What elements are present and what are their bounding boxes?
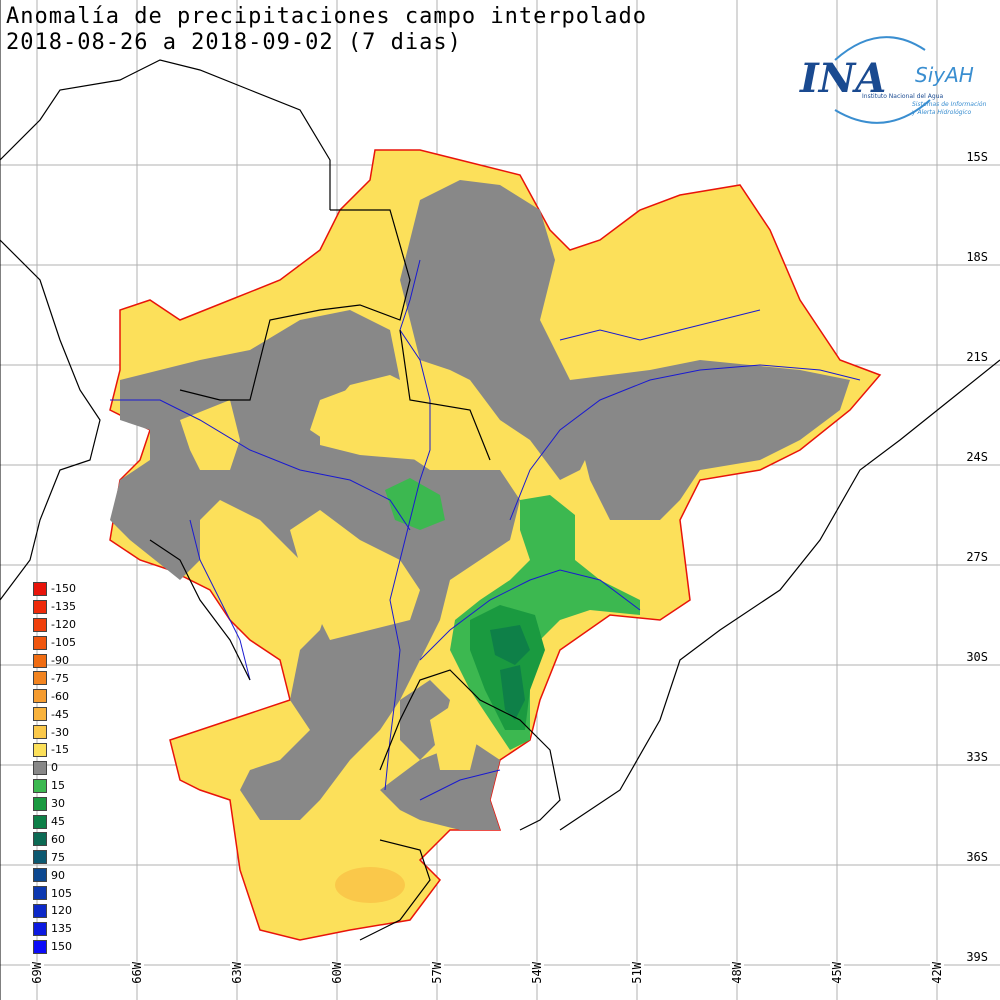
- legend-label: 105: [51, 886, 72, 900]
- longitude-label: 42W: [930, 962, 944, 984]
- legend-entry: 75: [33, 848, 76, 866]
- legend-label: 90: [51, 868, 65, 882]
- legend-swatch: [33, 725, 47, 740]
- longitude-label: 51W: [630, 962, 644, 984]
- legend-swatch: [33, 886, 47, 901]
- legend-entry: -75: [33, 669, 76, 687]
- rivers: [110, 259, 861, 801]
- legend-label: 30: [51, 797, 65, 811]
- legend-label: 150: [51, 940, 72, 954]
- legend-entry: 90: [33, 866, 76, 884]
- legend-label: -150: [51, 582, 76, 596]
- legend-swatch: [33, 742, 47, 757]
- latitude-label: 33S: [964, 750, 990, 764]
- longitude-label: 69W: [30, 962, 44, 984]
- legend-swatch: [33, 707, 47, 722]
- legend-label: -135: [51, 600, 76, 614]
- legend-entry: -150: [33, 580, 76, 598]
- latitude-label: 39S: [964, 950, 990, 964]
- legend-swatch: [33, 653, 47, 668]
- legend-swatch: [33, 850, 47, 865]
- color-legend: -150 -135 -120 -105 -90 -75 -60 -45 -30 -15 0 15 30 4…: [33, 580, 76, 956]
- longitude-label: 57W: [430, 962, 444, 984]
- legend-label: -15: [51, 743, 69, 757]
- latitude-label: 15S: [964, 150, 990, 164]
- legend-entry: -90: [33, 652, 76, 670]
- longitude-label: 66W: [130, 962, 144, 984]
- longitude-label: 54W: [530, 962, 544, 984]
- legend-label: -90: [51, 654, 69, 667]
- country-borders: [0, 59, 1000, 941]
- longitude-label: 48W: [730, 962, 744, 984]
- legend-entry: 135: [33, 920, 76, 938]
- legend-swatch: [33, 814, 47, 829]
- legend-swatch: [33, 760, 47, 775]
- legend-label: -60: [51, 689, 69, 703]
- longitude-label: 60W: [330, 962, 344, 984]
- legend-label: -45: [51, 707, 69, 721]
- legend-entry: 30: [33, 795, 76, 813]
- legend-swatch: [33, 921, 47, 936]
- legend-label: 75: [51, 850, 65, 864]
- latitude-label: 36S: [964, 850, 990, 864]
- legend-entry: 15: [33, 777, 76, 795]
- institute-text: Instituto Nacional del Agua: [862, 93, 943, 100]
- legend-label: 120: [51, 904, 72, 918]
- legend-entry: 60: [33, 830, 76, 848]
- longitude-label: 63W: [230, 962, 244, 984]
- legend-label: -105: [51, 636, 76, 650]
- legend-entry: -120: [33, 616, 76, 634]
- legend-label: 15: [51, 779, 65, 793]
- system-text-1: Sistemas de Información: [912, 101, 987, 108]
- latitude-label: 18S: [964, 250, 990, 264]
- legend-swatch: [33, 796, 47, 811]
- legend-label: 45: [51, 815, 65, 829]
- longitude-label: 45W: [830, 962, 844, 984]
- system-text-2: y Alerta Hidrológico: [911, 109, 972, 116]
- ina-logo-text: INA: [799, 55, 886, 102]
- legend-swatch: [33, 832, 47, 847]
- latitude-label: 30S: [964, 650, 990, 664]
- latitude-label: 27S: [964, 550, 990, 564]
- map-title: Anomalía de precipitaciones campo interp…: [6, 4, 648, 29]
- legend-entry: -105: [33, 634, 76, 652]
- legend-swatch: [33, 868, 47, 883]
- legend-swatch: [33, 599, 47, 614]
- legend-swatch: [33, 903, 47, 918]
- legend-label: 135: [51, 922, 72, 936]
- legend-swatch: [33, 581, 47, 596]
- legend-entry: -60: [33, 687, 76, 705]
- legend-entry: -135: [33, 598, 76, 616]
- legend-label: -75: [51, 671, 69, 685]
- anomaly-positive-areas: [385, 478, 640, 750]
- latitude-label: 24S: [964, 450, 990, 464]
- legend-entry: 0: [33, 759, 76, 777]
- legend-label: 0: [51, 761, 58, 775]
- legend-swatch: [33, 635, 47, 650]
- legend-entry: 120: [33, 902, 76, 920]
- legend-entry: -15: [33, 741, 76, 759]
- legend-swatch: [33, 939, 47, 954]
- legend-label: -120: [51, 618, 76, 632]
- map-date-range: 2018-08-26 a 2018-09-02 (7 dias): [6, 30, 462, 55]
- legend-entry: -45: [33, 705, 76, 723]
- legend-entry: -30: [33, 723, 76, 741]
- legend-swatch: [33, 778, 47, 793]
- legend-entry: 105: [33, 884, 76, 902]
- legend-swatch: [33, 617, 47, 632]
- siyah-logo-text: SiyAH: [915, 63, 974, 87]
- anomaly-minus30-area: [335, 867, 405, 903]
- legend-swatch: [33, 671, 47, 686]
- ina-siyah-logo: INA SiyAH Instituto Nacional del Agua Si…: [799, 36, 987, 124]
- legend-entry: 45: [33, 813, 76, 831]
- legend-label: 60: [51, 832, 65, 846]
- legend-swatch: [33, 689, 47, 704]
- legend-label: -30: [51, 725, 69, 739]
- legend-entry: 150: [33, 938, 76, 956]
- anomaly-minus15-pockets: [180, 375, 490, 770]
- latitude-label: 21S: [964, 350, 990, 364]
